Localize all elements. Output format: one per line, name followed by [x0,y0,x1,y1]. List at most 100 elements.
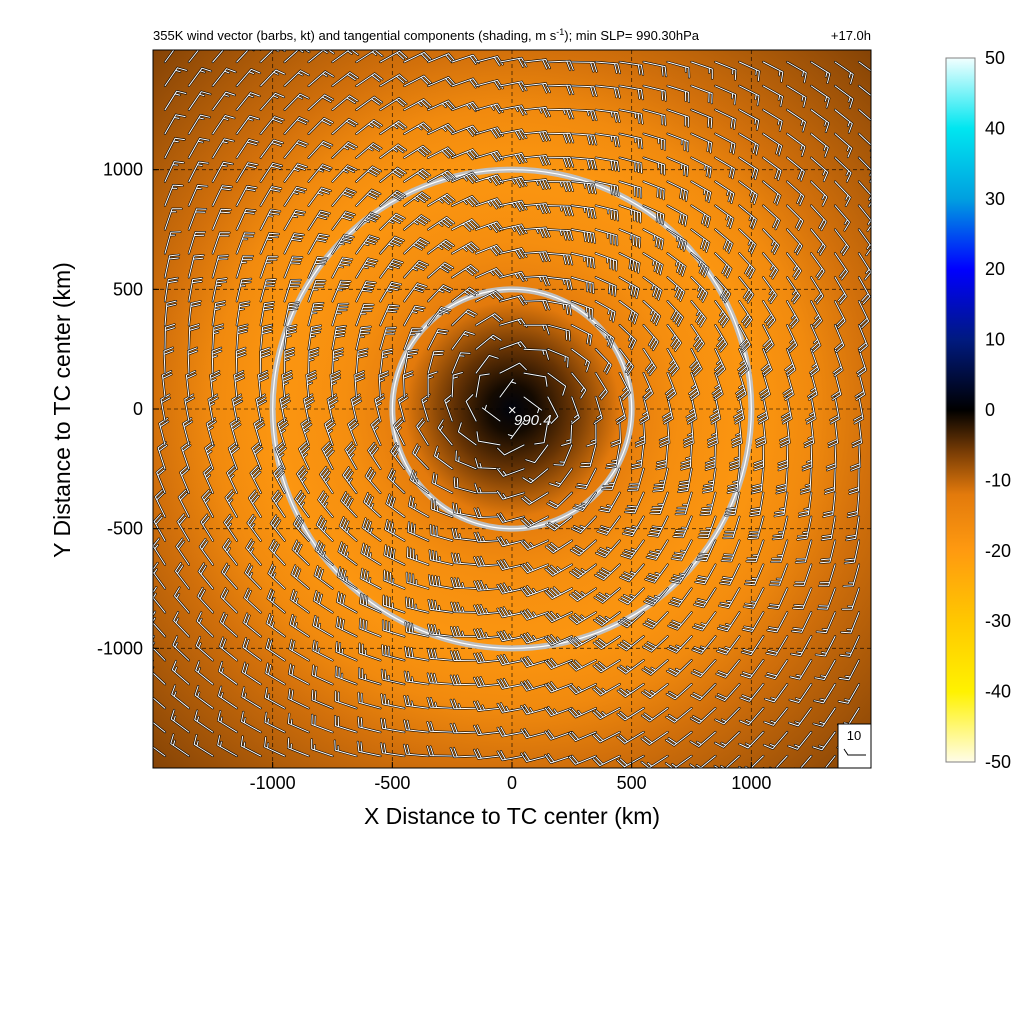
wind-barb [523,300,550,310]
wind-barb [547,276,573,290]
wind-barb [617,731,645,744]
wind-barb [381,644,405,661]
wind-barb [345,442,357,470]
wind-barb [691,252,709,277]
wind-barb [403,215,430,230]
wind-barb [335,691,357,709]
wind-barb [451,264,479,278]
x-tick-label: -1000 [250,773,296,793]
wind-barb [244,588,262,613]
wind-barb [212,301,226,326]
wind-barb [363,492,381,518]
wind-barb [475,313,503,326]
wind-barb [523,372,548,387]
wind-barb [571,133,597,145]
wind-barb [432,472,453,494]
wind-barb [308,94,334,111]
wind-barb [427,648,453,661]
wind-barb [523,324,550,335]
wind-barb [523,396,543,414]
wind-barb [547,348,569,368]
colorbar-tick-label: -10 [985,470,1011,490]
wind-barb [753,444,764,471]
wind-barb [680,444,692,470]
wind-barb [691,157,712,178]
wind-barb [695,564,716,585]
wind-barb [667,300,684,327]
wind-barb [810,276,824,304]
wind-barb [738,61,760,82]
wind-barb [643,157,665,175]
wind-barb [714,276,731,303]
wind-barb [738,181,758,205]
wind-barb [778,444,789,471]
wind-barb [544,611,573,623]
wind-barb [499,271,527,282]
wind-barb [153,746,166,757]
range-ring-inner [391,288,633,530]
wind-barb [691,205,711,228]
wind-barb [403,305,425,326]
wind-barb [849,468,860,495]
wind-barb [204,441,215,470]
wind-barb [673,516,692,538]
wind-barb [473,701,501,712]
wind-barb [850,444,861,471]
wind-barb [332,95,358,111]
wind-barb [404,671,429,685]
wind-barb [738,300,753,328]
wind-barb [164,277,179,302]
wind-barb [595,540,621,558]
wind-barb [571,109,597,121]
wind-barb [284,50,310,63]
wind-barb [182,417,193,446]
wind-barb [762,324,774,353]
wind-barb [212,208,232,230]
wind-barb [164,137,185,159]
wind-barb [797,516,812,540]
wind-barb [858,300,870,329]
wind-barb [296,466,310,494]
wind-barb [666,683,692,700]
wind-barb [643,276,662,300]
wind-barb [212,138,235,159]
wind-barb [164,161,185,183]
wind-barb [497,726,525,737]
colorbar-tick-label: -50 [985,752,1011,772]
wind-barb [593,396,603,425]
wind-barb [569,611,597,625]
wind-barb [416,418,429,446]
wind-barb [747,516,764,540]
wind-barb [691,229,710,253]
wind-barb [523,106,551,117]
colorbar-tick-label: -30 [985,611,1011,631]
colorbar-tick-label: 40 [985,118,1005,138]
wind-barb [749,492,764,517]
colorbar-tick-label: 50 [985,48,1005,68]
wind-barb [176,538,190,566]
wind-barb [569,635,597,648]
wind-barb [426,746,453,757]
wind-barb [412,444,429,470]
wind-barb [358,667,381,685]
wind-barb [164,323,175,350]
wind-barb [193,734,214,757]
wind-barb [784,348,796,377]
wind-barb [355,119,383,135]
wind-barb [841,588,860,610]
wind-barb [624,492,645,514]
wind-barb [298,441,310,470]
wind-barb [473,652,501,663]
wind-barb [164,231,181,254]
wind-barb [332,325,347,350]
wind-barb [253,417,265,446]
wind-barb [738,109,760,131]
wind-barb [568,755,597,765]
wind-barb [212,324,224,350]
wind-barb [236,68,261,87]
wind-barb [751,468,764,494]
wind-barb [284,256,303,278]
wind-barb [355,50,383,63]
wind-barb [692,635,716,654]
x-axis: -1000 -500 0 500 1000 [250,762,771,793]
